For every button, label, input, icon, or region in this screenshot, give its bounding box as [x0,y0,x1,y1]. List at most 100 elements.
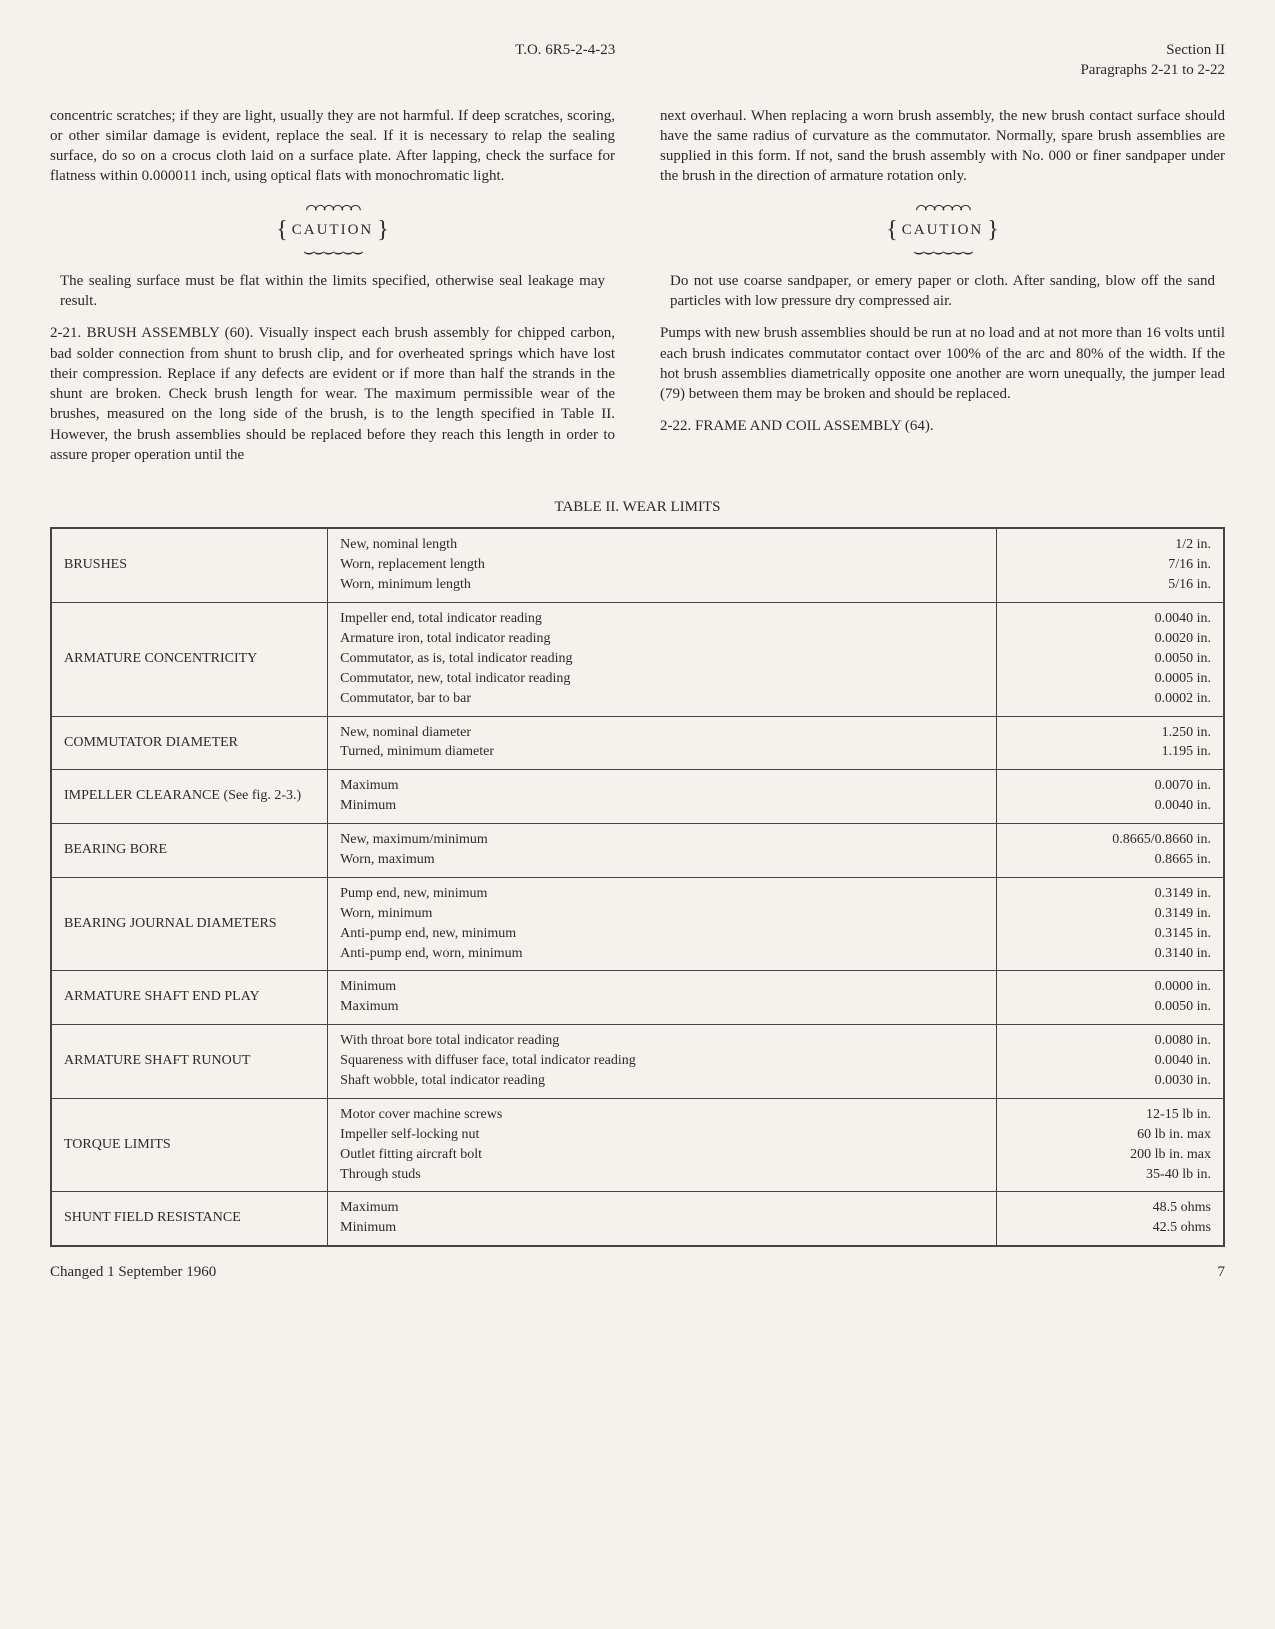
value-line: 0.0030 in. [1009,1072,1211,1091]
description-line: Motor cover machine screws [340,1106,984,1125]
page-footer: Changed 1 September 1960 7 [50,1262,1225,1282]
section-label: Section II [1080,40,1225,60]
caution-label: CAUTION [898,222,988,238]
description-line: Commutator, bar to bar [340,690,984,709]
description-line: Commutator, new, total indicator reading [340,670,984,689]
value-line: 0.0000 in. [1009,978,1211,997]
table-row: ARMATURE CONCENTRICITY Impeller end, tota… [51,603,1224,716]
paragraph-range: Paragraphs 2-21 to 2-22 [1080,60,1225,80]
row-label: BEARING JOURNAL DIAMETERS [51,877,328,971]
description-line: Shaft wobble, total indicator reading [340,1072,984,1091]
value-line: 0.0070 in. [1009,777,1211,796]
value-line: 0.3149 in. [1009,905,1211,924]
row-values: 0.3149 in.0.3149 in.0.3145 in.0.3140 in. [996,877,1224,971]
value-line: 42.5 ohms [1009,1219,1211,1238]
value-line: 0.3140 in. [1009,945,1211,964]
description-line: Minimum [340,978,984,997]
value-line: 1.250 in. [1009,724,1211,743]
doc-id: T.O. 6R5-2-4-23 [515,40,615,81]
description-line: New, maximum/minimum [340,831,984,850]
caution-label: CAUTION [288,222,378,238]
body-paragraph: next overhaul. When replacing a worn bru… [660,106,1225,187]
row-values: 0.0070 in.0.0040 in. [996,770,1224,824]
table-row: TORQUE LIMITSMotor cover machine screwsI… [51,1098,1224,1192]
description-line: Anti-pump end, worn, minimum [340,945,984,964]
description-line: Maximum [340,777,984,796]
row-values: 1.250 in.1.195 in. [996,716,1224,770]
row-label: ARMATURE SHAFT END PLAY [51,971,328,1025]
table-row: IMPELLER CLEARANCE (See fig. 2-3.)Maximu… [51,770,1224,824]
row-values: 0.8665/0.8660 in.0.8665 in. [996,824,1224,878]
value-line: 35-40 lb in. [1009,1166,1211,1185]
value-line: 48.5 ohms [1009,1199,1211,1218]
table-row: SHUNT FIELD RESISTANCEMaximumMinimum48.5… [51,1192,1224,1246]
row-label: ARMATURE CONCENTRICITY [51,603,328,716]
description-line: Worn, minimum length [340,576,984,595]
description-line: Maximum [340,998,984,1017]
row-descriptions: Motor cover machine screwsImpeller self-… [328,1098,997,1192]
value-line: 1.195 in. [1009,743,1211,762]
change-date: Changed 1 September 1960 [50,1262,216,1282]
row-values: 1/2 in.7/16 in.5/16 in. [996,528,1224,602]
right-column: next overhaul. When replacing a worn bru… [660,106,1225,478]
value-line: 0.3149 in. [1009,885,1211,904]
row-descriptions: MaximumMinimum [328,1192,997,1246]
row-values: 0.0080 in.0.0040 in.0.0030 in. [996,1025,1224,1099]
left-column: concentric scratches; if they are light,… [50,106,615,478]
description-line: Commutator, as is, total indicator readi… [340,650,984,669]
description-line: New, nominal diameter [340,724,984,743]
table-row: BEARING BORENew, maximum/minimumWorn, ma… [51,824,1224,878]
table-row: COMMUTATOR DIAMETERNew, nominal diameter… [51,716,1224,770]
row-label: COMMUTATOR DIAMETER [51,716,328,770]
value-line: 0.0040 in. [1009,610,1211,629]
row-descriptions: With throat bore total indicator reading… [328,1025,997,1099]
row-descriptions: MaximumMinimum [328,770,997,824]
row-values: 48.5 ohms42.5 ohms [996,1192,1224,1246]
value-line: 12-15 lb in. [1009,1106,1211,1125]
body-paragraph: Pumps with new brush assemblies should b… [660,323,1225,404]
description-line: Worn, minimum [340,905,984,924]
description-line: Worn, maximum [340,851,984,870]
description-line: Impeller self-locking nut [340,1126,984,1145]
description-line: With throat bore total indicator reading [340,1032,984,1051]
row-label: TORQUE LIMITS [51,1098,328,1192]
value-line: 0.0050 in. [1009,650,1211,669]
description-line: Anti-pump end, new, minimum [340,925,984,944]
value-line: 0.8665 in. [1009,851,1211,870]
value-line: 0.0080 in. [1009,1032,1211,1051]
row-descriptions: New, nominal diameterTurned, minimum dia… [328,716,997,770]
caution-box: ⌒⌒⌒⌒⌒⌒ {CAUTION} ⌣⌣⌣⌣⌣⌣ [660,202,1225,263]
description-line: Pump end, new, minimum [340,885,984,904]
description-line: Impeller end, total indicator reading [340,610,984,629]
description-line: Armature iron, total indicator reading [340,630,984,649]
value-line: 1/2 in. [1009,536,1211,555]
row-descriptions: Pump end, new, minimumWorn, minimumAnti-… [328,877,997,971]
row-values: 0.0000 in.0.0050 in. [996,971,1224,1025]
row-label: IMPELLER CLEARANCE (See fig. 2-3.) [51,770,328,824]
value-line: 0.0050 in. [1009,998,1211,1017]
text-columns: concentric scratches; if they are light,… [50,106,1225,478]
value-line: 0.0040 in. [1009,1052,1211,1071]
table-row: ARMATURE SHAFT RUNOUTWith throat bore to… [51,1025,1224,1099]
row-values: 12-15 lb in.60 lb in. max200 lb in. max3… [996,1098,1224,1192]
section-heading: 2-22. FRAME AND COIL ASSEMBLY (64). [660,416,1225,436]
row-descriptions: New, maximum/minimumWorn, maximum [328,824,997,878]
description-line: Squareness with diffuser face, total ind… [340,1052,984,1071]
wear-limits-table: BRUSHESNew, nominal lengthWorn, replacem… [50,527,1225,1247]
description-line: Turned, minimum diameter [340,743,984,762]
description-line: Through studs [340,1166,984,1185]
description-line: New, nominal length [340,536,984,555]
row-label: BRUSHES [51,528,328,602]
value-line: 0.0040 in. [1009,797,1211,816]
value-line: 60 lb in. max [1009,1126,1211,1145]
value-line: 7/16 in. [1009,556,1211,575]
caution-text: Do not use coarse sandpaper, or emery pa… [660,271,1225,312]
row-descriptions: New, nominal lengthWorn, replacement len… [328,528,997,602]
table-row: BEARING JOURNAL DIAMETERSPump end, new, … [51,877,1224,971]
page-number: 7 [1218,1262,1226,1282]
table-row: ARMATURE SHAFT END PLAY MinimumMaximum 0.0… [51,971,1224,1025]
caution-text: The sealing surface must be flat within … [50,271,615,312]
row-label: SHUNT FIELD RESISTANCE [51,1192,328,1246]
value-line: 0.8665/0.8660 in. [1009,831,1211,850]
value-line: 0.3145 in. [1009,925,1211,944]
